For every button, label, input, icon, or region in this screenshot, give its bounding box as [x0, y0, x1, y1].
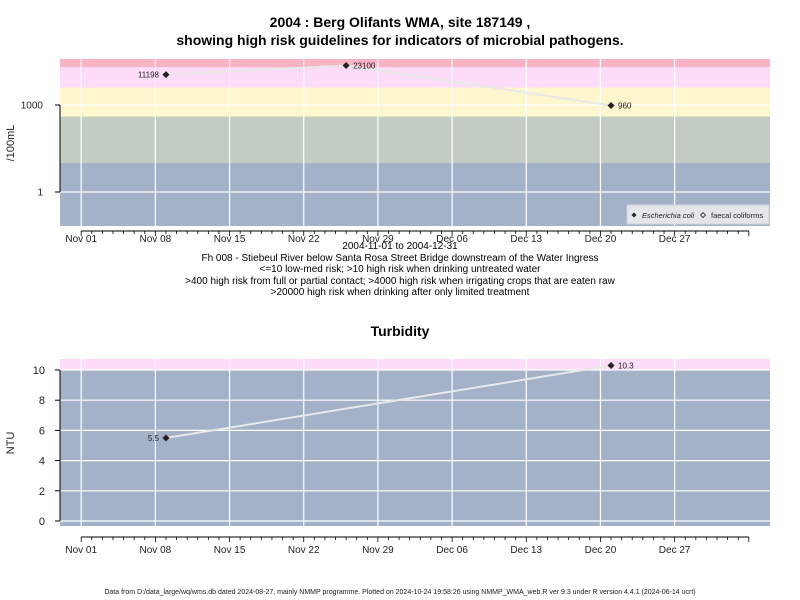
legend-faecal-label: faecal coliforms [711, 211, 763, 220]
top-x-tick-label: Nov 29 [362, 234, 394, 245]
top-x-tick-label: Nov 15 [214, 234, 246, 245]
risk-note-3: >20000 high risk when drinking after onl… [270, 287, 530, 298]
turbidity-data-point [607, 361, 615, 369]
top-y-tick-label: 1000 [21, 101, 44, 112]
top-x-tick-label: Dec 20 [585, 234, 617, 245]
legend-ecoli-marker [631, 212, 637, 218]
risk-note-1: <=10 low-med risk; >10 high risk when dr… [259, 264, 541, 275]
bottom-x-tick-label: Dec 06 [436, 545, 468, 556]
ecoli-data-label: 23100 [353, 61, 376, 70]
top-x-tick-label: Dec 06 [436, 234, 468, 245]
bottom-x-tick-label: Dec 20 [585, 545, 617, 556]
band-contact-risk [60, 87, 770, 117]
bottom-x-tick-label: Dec 13 [510, 545, 542, 556]
band-irrigation-risk [60, 67, 770, 88]
legend-faecal-marker [699, 211, 707, 219]
ecoli-data-label: 11198 [138, 71, 160, 80]
chart-title-line1: 2004 : Berg Olifants WMA, site 187149 , [269, 14, 531, 30]
top-x-tick-label: Nov 01 [65, 234, 97, 245]
legend-ecoli-label: Escherichia coli [642, 211, 694, 220]
bottom-x-tick-label: Nov 01 [65, 545, 97, 556]
bottom-y-axis-label: NTU [5, 432, 17, 455]
bottom-y-tick-label: 6 [39, 425, 45, 437]
top-x-tick-label: Dec 27 [659, 234, 691, 245]
top-x-tick-label: Nov 08 [140, 234, 172, 245]
turbidity-data-label: 5.5 [148, 434, 160, 443]
turbidity-band-low [60, 370, 770, 526]
turbidity-title: Turbidity [370, 323, 430, 339]
bottom-y-tick-label: 8 [39, 395, 45, 407]
bottom-x-tick-label: Nov 22 [288, 545, 320, 556]
bottom-x-tick-label: Nov 15 [214, 545, 246, 556]
bottom-x-tick-label: Nov 29 [362, 545, 394, 556]
date-range-note: 2004-11-01 to 2004-12-31 [342, 241, 458, 252]
bottom-y-tick-label: 10 [33, 365, 45, 377]
chart-title-line2: showing high risk guidelines for indicat… [176, 32, 624, 48]
bottom-y-tick-label: 2 [39, 486, 45, 498]
ecoli-data-point [342, 61, 350, 69]
band-drinking-risk [60, 116, 770, 163]
band-treatment-risk [60, 59, 770, 68]
ecoli-data-point [607, 102, 615, 110]
top-y-tick-label: 1 [37, 188, 43, 199]
bottom-x-tick-label: Nov 08 [140, 545, 172, 556]
ecoli-data-point [162, 71, 170, 79]
turbidity-band-high [60, 359, 770, 370]
turbidity-series-line [165, 364, 612, 439]
top-y-axis-label: /100mL [5, 125, 17, 162]
risk-note-2: >400 high risk from full or partial cont… [185, 276, 615, 287]
turbidity-data-point [162, 434, 170, 442]
top-x-tick-label: Dec 13 [510, 234, 542, 245]
top-x-tick-label: Nov 22 [288, 234, 320, 245]
bottom-y-tick-label: 4 [39, 456, 45, 468]
bottom-y-tick-label: 0 [39, 516, 45, 528]
turbidity-data-label: 10.3 [618, 361, 634, 370]
legend-box [626, 204, 770, 225]
footer-note: Data from D:/data_large/wq/wms.db dated … [104, 589, 696, 596]
ecoli-data-label: 960 [618, 102, 632, 111]
site-description: Fh 008 - Stiebeul River below Santa Rosa… [201, 253, 599, 264]
bottom-x-tick-label: Dec 27 [659, 545, 691, 556]
chart-legend: Escherichia coli faecal coliforms [626, 204, 770, 225]
